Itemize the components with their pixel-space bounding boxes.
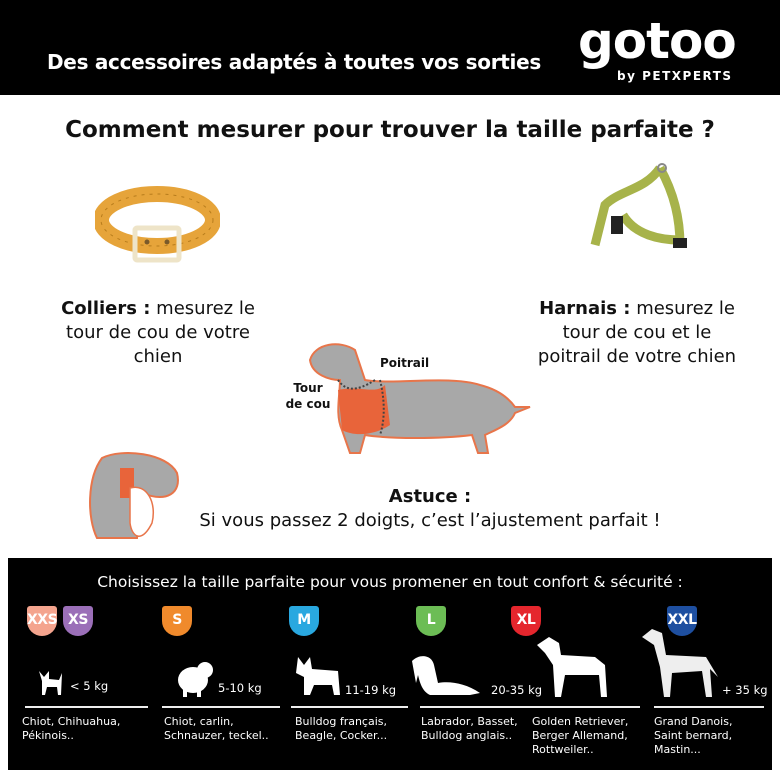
french-bulldog-icon <box>296 657 340 695</box>
divider <box>420 706 640 708</box>
breed-line: Bulldog anglais.. <box>421 729 513 742</box>
divider <box>25 706 148 708</box>
divider <box>162 706 280 708</box>
gotoo-logo: gotoo <box>578 12 737 70</box>
astuce-title: Astuce : <box>388 486 472 507</box>
colliers-description: Colliers : mesurez le tour de cou de vot… <box>40 297 276 369</box>
de-cou-label: de cou <box>285 397 331 411</box>
poitrail-label: Poitrail <box>380 356 430 370</box>
weight-m: 11-19 kg <box>345 683 397 697</box>
size-guide-panel <box>8 558 772 770</box>
tour-de-cou-label: Tour de cou <box>278 380 338 412</box>
basset-icon <box>412 656 480 695</box>
divider <box>291 706 408 708</box>
great-dane-icon <box>642 629 718 697</box>
breeds-l: Labrador, Basset, Bulldog anglais.. <box>421 715 518 743</box>
size-guide-title: Choisissez la taille parfaite pour vous … <box>97 573 683 591</box>
size-badge-xl: XL <box>511 606 541 636</box>
breed-line: Chiot, Chihuahua, <box>22 715 121 728</box>
breeds-m: Bulldog français, Beagle, Cocker... <box>295 715 387 743</box>
colliers-label: Colliers : <box>61 298 151 319</box>
rottweiler-icon <box>537 637 607 697</box>
size-badge-l: L <box>416 606 446 636</box>
tour-label: Tour <box>293 381 323 395</box>
breeds-xxl: Grand Danois, Saint bernard, Mastin... <box>654 715 732 757</box>
hand-measuring-illustration <box>89 452 179 539</box>
breed-line: Mastin... <box>654 743 701 756</box>
breed-line: Saint bernard, <box>654 729 733 742</box>
breeds-xxs-xs: Chiot, Chihuahua, Pékinois.. <box>22 715 120 743</box>
page-title: Comment mesurer pour trouver la taille p… <box>65 117 715 143</box>
pomeranian-icon <box>178 662 213 697</box>
weight-l-xl: 20-35 kg <box>491 683 543 697</box>
breed-line: Schnauzer, teckel.. <box>164 729 269 742</box>
breed-line: Berger Allemand, <box>532 729 628 742</box>
chihuahua-icon <box>39 671 62 695</box>
harnais-text: mesurez le tour de cou et le poitrail de… <box>537 298 737 367</box>
divider <box>654 706 764 708</box>
collar-icon <box>95 186 220 263</box>
colliers-text: mesurez le tour de cou de votre chien <box>66 298 255 367</box>
astuce-text: Si vous passez 2 doigts, c’est l’ajustem… <box>199 510 661 531</box>
breed-line: Labrador, Basset, <box>421 715 518 728</box>
weight-xxs-xs: < 5 kg <box>70 679 109 693</box>
tagline: Des accessoires adaptés à toutes vos sor… <box>47 50 541 74</box>
size-badge-xs: XS <box>63 606 93 636</box>
size-badge-m: M <box>289 606 319 636</box>
breed-line: Bulldog français, <box>295 715 388 728</box>
header-banner <box>0 0 780 95</box>
size-badge-s: S <box>162 606 192 636</box>
size-badge-xxl: XXL <box>667 606 697 636</box>
breed-line: Grand Danois, <box>654 715 733 728</box>
breeds-s: Chiot, carlin, Schnauzer, teckel.. <box>164 715 269 743</box>
weight-s: 5-10 kg <box>218 681 262 695</box>
breed-line: Chiot, carlin, <box>164 715 234 728</box>
breed-line: Rottweiler.. <box>532 743 594 756</box>
breed-line: Pékinois.. <box>22 729 74 742</box>
harnais-description: Harnais : mesurez le tour de cou et le p… <box>530 297 744 369</box>
harness-icon <box>590 163 687 248</box>
harnais-label: Harnais : <box>539 298 631 319</box>
breeds-xl: Golden Retriever, Berger Allemand, Rottwei… <box>532 715 628 757</box>
weight-xxl: + 35 kg <box>722 683 768 697</box>
breed-line: Golden Retriever, <box>532 715 629 728</box>
dachshund-illustration <box>308 343 531 454</box>
breed-line: Beagle, Cocker... <box>295 729 388 742</box>
petxperts-logo: by PETXPERTS <box>617 69 733 83</box>
size-badge-xxs: XXS <box>27 606 58 636</box>
